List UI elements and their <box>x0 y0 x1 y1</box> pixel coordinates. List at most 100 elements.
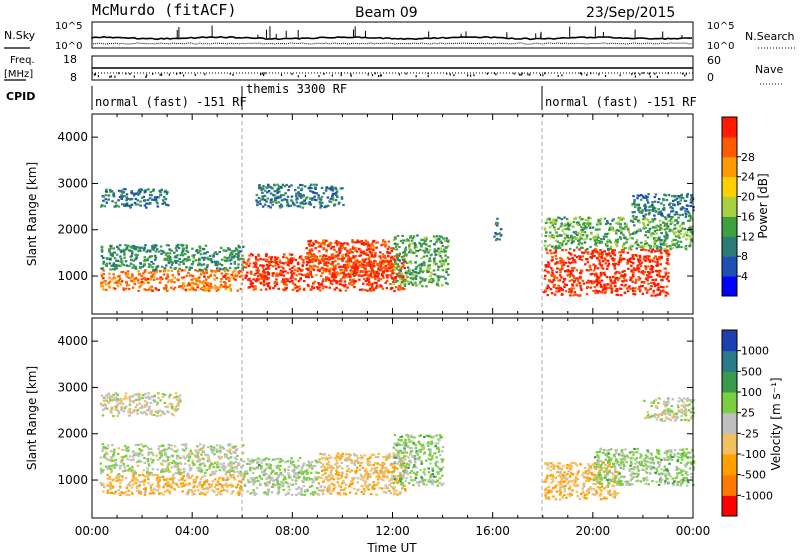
power-cell <box>674 235 678 238</box>
power-cell <box>334 276 337 279</box>
power-cell <box>289 204 293 207</box>
power-cell <box>442 261 446 265</box>
power-cell <box>398 276 401 279</box>
power-cell <box>653 260 657 263</box>
power-cell <box>112 273 115 276</box>
power-cell <box>166 191 169 194</box>
power-cell <box>418 270 422 273</box>
power-cell <box>408 273 412 276</box>
power-cell <box>349 260 353 263</box>
power-cell <box>648 206 651 209</box>
velocity-cell <box>122 455 125 459</box>
power-cell <box>182 259 186 262</box>
power-cell <box>386 274 390 277</box>
power-cell <box>320 195 324 199</box>
power-cell <box>227 256 230 259</box>
power-ytick-label: 3000 <box>57 176 88 190</box>
power-cell <box>499 233 503 236</box>
velocity-cell <box>119 481 122 484</box>
power-cell <box>426 270 429 274</box>
velocity-cell <box>177 485 180 488</box>
power-cell <box>650 259 654 262</box>
power-cell <box>432 269 436 272</box>
power-cell <box>183 269 186 272</box>
power-cell <box>161 265 164 268</box>
power-cell <box>358 288 362 291</box>
velocity-cell <box>110 455 113 459</box>
velocity-cell <box>222 477 225 480</box>
velocity-cell <box>122 398 126 401</box>
power-cell <box>691 232 694 235</box>
power-cell <box>334 280 338 283</box>
power-cell <box>298 272 301 276</box>
power-cell <box>232 256 235 259</box>
power-cell <box>178 263 181 266</box>
power-cell <box>608 228 611 231</box>
power-cell <box>587 269 590 272</box>
power-cell <box>558 242 562 245</box>
velocity-cell <box>180 485 183 488</box>
power-cell <box>145 206 148 209</box>
power-cell <box>131 286 135 289</box>
power-cell <box>630 277 633 280</box>
power-cell <box>277 186 281 189</box>
power-cell <box>329 267 332 270</box>
velocity-cell <box>157 448 160 451</box>
velocity-cell <box>218 469 222 472</box>
power-cell <box>125 202 129 205</box>
power-cell <box>111 254 114 257</box>
power-cell <box>359 251 363 254</box>
velocity-cell <box>104 404 108 407</box>
power-cell <box>342 265 345 268</box>
power-cell <box>617 271 620 274</box>
power-cell <box>368 250 371 253</box>
power-cell <box>595 274 599 277</box>
velocity-cell <box>124 477 128 480</box>
power-cell <box>190 285 193 288</box>
velocity-cell <box>235 458 238 461</box>
velocity-cell <box>116 414 119 418</box>
freq-marker <box>639 73 641 76</box>
power-cell <box>307 202 311 205</box>
power-cell <box>574 236 578 239</box>
freq-marker <box>118 72 120 75</box>
power-cell <box>126 246 129 249</box>
power-cell <box>290 257 293 260</box>
power-cell <box>306 260 309 264</box>
velocity-cell <box>237 490 241 493</box>
power-cell <box>188 288 191 291</box>
power-cell <box>205 282 208 285</box>
power-cell <box>347 262 350 265</box>
velocity-cell <box>242 444 245 447</box>
velocity-cell <box>102 469 105 472</box>
velocity-cell <box>149 401 153 405</box>
power-cell <box>610 290 614 293</box>
power-cell <box>415 254 418 258</box>
power-cell <box>317 262 320 265</box>
power-cell <box>412 235 416 238</box>
power-cell <box>639 210 643 213</box>
power-cell <box>118 244 122 247</box>
power-cell <box>354 279 357 282</box>
power-cell <box>358 240 361 244</box>
power-cell <box>664 217 668 220</box>
velocity-cell <box>109 398 112 401</box>
power-cell <box>611 249 614 252</box>
power-cell <box>268 287 272 290</box>
power-cell <box>347 275 350 278</box>
power-cell <box>633 232 636 235</box>
power-cell <box>396 273 400 277</box>
power-cell <box>176 270 180 273</box>
power-cell <box>397 269 401 272</box>
power-cell <box>609 277 612 281</box>
power-cell <box>598 279 601 282</box>
velocity-cell <box>166 477 169 480</box>
velocity-cell <box>141 453 144 457</box>
power-cell <box>318 250 321 253</box>
velocity-cell <box>143 411 146 414</box>
power-cell <box>569 238 573 242</box>
power-cell <box>395 285 398 289</box>
power-cell <box>134 277 138 280</box>
power-cell <box>263 276 266 279</box>
power-cell <box>645 291 649 294</box>
